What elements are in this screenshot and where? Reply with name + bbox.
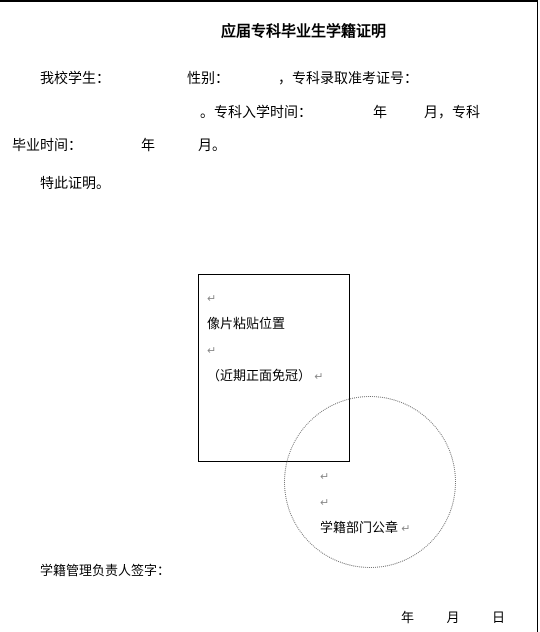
- return-mark-icon: ↵: [320, 471, 329, 483]
- date-day: 日: [492, 610, 507, 625]
- date-year: 年: [401, 610, 416, 625]
- date-line: 年 月 日: [366, 607, 507, 626]
- return-mark-icon: ↵: [207, 345, 216, 357]
- document-title: 应届专科毕业生学籍证明: [82, 20, 525, 41]
- photo-label-2: （近期正面免冠）: [207, 368, 311, 383]
- return-mark-icon: ↵: [401, 523, 410, 535]
- photo-label-1: 像片粘贴位置: [207, 311, 341, 337]
- return-mark-icon: ↵: [320, 497, 329, 509]
- seal-label: 学籍部门公章: [320, 520, 398, 535]
- line-grad: 毕业时间： 年 月。: [12, 130, 525, 164]
- seal-text-block: ↵ ↵ 学籍部门公章 ↵: [320, 463, 410, 541]
- exam-label: ，专科录取准考证号：: [278, 72, 418, 87]
- year-label: 年: [373, 106, 387, 121]
- line-enroll: 。专科入学时间： 年 月，专科: [200, 97, 525, 131]
- grad-label: 毕业时间：: [12, 139, 82, 154]
- gender-label: 性别：: [187, 72, 229, 87]
- enroll-label: 。专科入学时间：: [200, 106, 312, 121]
- line-student: 我校学生： 性别： ，专科录取准考证号：: [40, 63, 525, 97]
- document-frame: 应届专科毕业生学籍证明 我校学生： 性别： ，专科录取准考证号： 。专科入学时间…: [0, 0, 538, 632]
- return-mark-icon: ↵: [207, 293, 216, 305]
- month-label: 月，专科: [424, 106, 480, 121]
- year-label-2: 年: [141, 139, 155, 154]
- line-confirm: 特此证明。: [40, 168, 525, 202]
- return-mark-icon: ↵: [314, 371, 323, 383]
- month-label-2: 月。: [198, 139, 226, 154]
- date-month: 月: [446, 610, 461, 625]
- student-prefix: 我校学生：: [40, 72, 110, 87]
- signature-label: 学籍管理负责人签字：: [40, 560, 170, 579]
